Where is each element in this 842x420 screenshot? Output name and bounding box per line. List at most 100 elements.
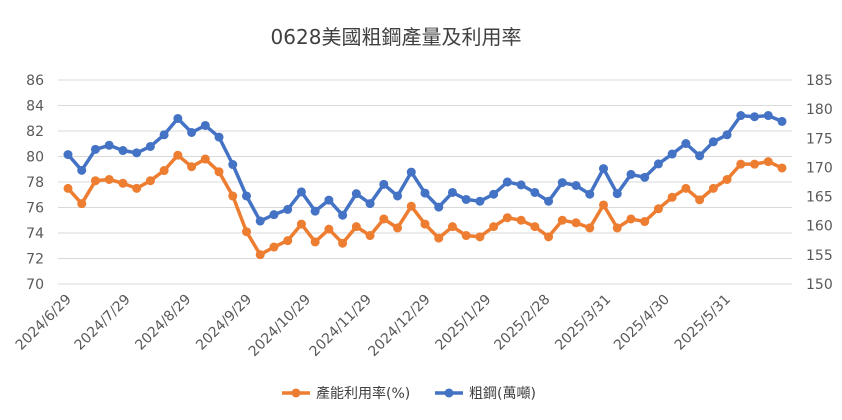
data-point [667, 192, 677, 202]
data-point [173, 113, 183, 123]
data-point [612, 189, 622, 199]
data-point [242, 227, 251, 237]
right-tick-label: 155 [806, 248, 833, 264]
data-point [187, 162, 197, 172]
legend-item: 產能利用率(%) [282, 385, 410, 402]
data-point [145, 141, 155, 151]
data-point [461, 194, 471, 204]
data-point [214, 167, 224, 177]
data-point [132, 183, 142, 193]
data-point [502, 213, 512, 223]
data-point [722, 130, 732, 140]
left-tick-label: 70 [26, 277, 44, 293]
data-point [324, 224, 334, 234]
data-point [283, 236, 293, 246]
legend-label: 粗鋼(萬噸) [469, 386, 536, 402]
series-layer [63, 111, 787, 260]
data-point [777, 116, 787, 126]
data-point [434, 202, 444, 212]
data-point [90, 176, 100, 186]
right-tick-label: 175 [806, 131, 833, 147]
x-tick-label: 2024/6/29 [13, 292, 75, 354]
right-tick-label: 165 [806, 190, 833, 206]
x-tick-label: 2025/2/28 [491, 292, 553, 354]
data-point [544, 232, 554, 242]
data-point [695, 195, 705, 205]
data-point [447, 222, 457, 232]
data-point [365, 199, 375, 209]
data-point [750, 159, 760, 169]
legend-marker [444, 388, 454, 398]
data-point [145, 176, 155, 186]
right-tick-label: 180 [806, 102, 833, 118]
x-tick-label: 2024/9/29 [193, 292, 255, 354]
data-point [283, 204, 293, 214]
data-point [736, 159, 746, 169]
data-point [406, 201, 416, 211]
chart-title: 0628美國粗鋼產量及利用率 [271, 25, 522, 49]
data-point [585, 223, 595, 233]
x-tick-label: 2024/8/29 [132, 292, 194, 354]
data-point [90, 144, 100, 154]
right-tick-label: 160 [806, 219, 833, 235]
data-point [475, 232, 485, 242]
data-point [200, 120, 210, 130]
data-point [626, 169, 636, 179]
data-point [763, 157, 773, 167]
data-point [420, 188, 430, 198]
data-point [571, 218, 581, 228]
data-point [393, 223, 403, 233]
data-point [406, 167, 416, 177]
data-point [77, 199, 87, 209]
x-tick-label: 2024/12/29 [365, 292, 433, 360]
data-point [63, 150, 73, 160]
data-point [667, 149, 677, 159]
data-point [242, 191, 251, 201]
data-point [420, 219, 430, 229]
data-point [557, 178, 567, 188]
x-tick-label: 2025/1/29 [432, 292, 494, 354]
right-axis-ticks: 150 155 160 165 170 175 180 185 [806, 73, 833, 293]
data-point [310, 206, 320, 216]
data-point [269, 242, 279, 252]
left-tick-label: 72 [26, 252, 44, 268]
x-tick-label: 2025/5/31 [672, 292, 734, 354]
data-point [255, 216, 265, 226]
data-point [351, 222, 361, 232]
data-point [653, 204, 663, 214]
data-point [228, 160, 238, 170]
data-point [640, 172, 650, 182]
data-point [475, 196, 485, 206]
data-point [516, 180, 526, 190]
x-tick-label: 2024/7/29 [72, 292, 134, 354]
data-point [722, 174, 732, 184]
data-point [310, 237, 320, 247]
data-point [612, 223, 622, 233]
data-point [351, 189, 361, 199]
data-point [393, 191, 403, 201]
x-tick-label: 2025/3/31 [552, 292, 614, 354]
data-point [750, 112, 760, 122]
data-point [228, 191, 238, 201]
left-tick-label: 82 [26, 124, 44, 140]
x-axis-ticks: 2024/6/292024/7/292024/8/292024/9/292024… [13, 292, 734, 360]
data-point [324, 195, 334, 205]
x-tick-label: 2024/10/29 [246, 292, 314, 360]
data-point [118, 178, 128, 188]
series-line [66, 153, 784, 257]
data-point [296, 187, 306, 197]
data-point [489, 222, 499, 232]
data-point [173, 150, 183, 160]
data-point [502, 177, 512, 187]
data-point [681, 139, 691, 149]
series-utilization [63, 150, 787, 260]
data-point [777, 163, 787, 173]
left-tick-label: 80 [26, 150, 44, 166]
data-point [200, 154, 210, 164]
data-point [530, 187, 540, 197]
data-point [544, 196, 554, 206]
data-point [516, 215, 526, 225]
data-point [63, 183, 73, 193]
data-point [571, 180, 581, 190]
data-point [296, 219, 306, 229]
